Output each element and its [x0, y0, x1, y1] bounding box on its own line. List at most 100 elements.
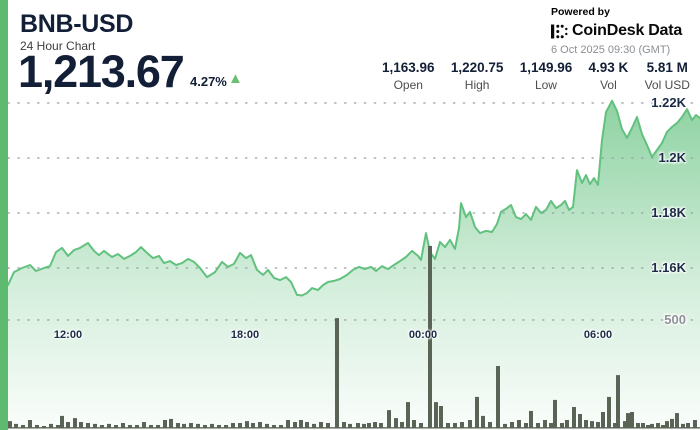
volume-bar	[135, 425, 139, 428]
y-axis-label: 1.2K	[658, 150, 686, 165]
y-axis-label: 500	[664, 312, 686, 327]
volume-bar	[210, 423, 214, 428]
x-axis-label: 06:00	[583, 329, 613, 341]
volume-bar	[373, 422, 377, 428]
volume-bar	[35, 425, 39, 428]
volume-baseline	[8, 427, 700, 429]
volume-bar	[21, 425, 25, 428]
volume-bar	[362, 423, 366, 428]
volume-bar	[356, 423, 360, 428]
volume-bar	[434, 402, 438, 428]
volume-bar	[596, 422, 600, 428]
volume-bar	[446, 423, 450, 428]
volume-bar	[279, 425, 283, 428]
volume-bar	[488, 422, 492, 428]
volume-bar	[56, 425, 60, 428]
volume-bar	[60, 415, 64, 428]
x-axis-label: 12:00	[53, 329, 83, 341]
volume-bar	[646, 425, 650, 428]
volume-bar	[14, 423, 18, 428]
volume-bar	[636, 423, 640, 428]
volume-bar	[536, 423, 540, 428]
y-axis-label: 1.18K	[651, 205, 686, 220]
volume-bar	[272, 425, 276, 428]
volume-bar	[217, 425, 221, 428]
volume-bar	[335, 318, 339, 428]
volume-bar	[86, 423, 90, 428]
volume-bar	[100, 425, 104, 428]
x-axis-label: 00:00	[408, 329, 438, 341]
volume-bar	[319, 422, 323, 428]
price-area-fill	[8, 100, 700, 430]
volume-bar	[503, 423, 507, 428]
volume-bar	[496, 366, 500, 428]
volume-bar	[510, 422, 514, 428]
volume-bar	[623, 421, 627, 428]
volume-bar	[238, 423, 242, 428]
volume-bar	[348, 423, 352, 428]
volume-bar	[428, 245, 432, 428]
x-axis-label: 18:00	[230, 329, 260, 341]
volume-bar	[305, 422, 309, 428]
volume-bar	[616, 375, 620, 428]
volume-bar	[42, 426, 46, 428]
volume-bar	[189, 423, 193, 428]
volume-bar	[468, 420, 472, 428]
volume-bar	[224, 425, 228, 428]
volume-bar	[543, 420, 547, 428]
y-axis-label: 1.22K	[651, 95, 686, 110]
volume-bar	[529, 410, 533, 428]
volume-bar	[231, 423, 235, 428]
volume-bar	[549, 423, 553, 428]
volume-bar	[251, 423, 255, 428]
volume-bar	[481, 415, 485, 428]
volume-bar	[453, 423, 457, 428]
volume-bar	[28, 420, 32, 428]
volume-bar	[650, 423, 654, 428]
volume-bar	[8, 421, 12, 428]
volume-bar	[553, 399, 557, 428]
volume-bar	[626, 413, 630, 428]
volume-bar	[656, 423, 660, 428]
volume-bar	[293, 422, 297, 428]
volume-bar	[203, 425, 207, 428]
volume-bar	[196, 423, 200, 428]
volume-bar	[379, 423, 383, 428]
volume-bar	[107, 423, 111, 428]
volume-bar	[49, 423, 53, 428]
volume-bar	[693, 420, 697, 428]
volume-bar	[630, 412, 634, 428]
volume-bar	[439, 406, 443, 428]
volume-bar	[584, 420, 588, 428]
volume-bar	[419, 423, 423, 428]
volume-bar	[565, 420, 569, 428]
y-axis-label: 1.16K	[651, 260, 686, 275]
volume-bar	[406, 402, 410, 428]
volume-bar	[675, 413, 679, 428]
volume-bar	[460, 422, 464, 428]
volume-bar	[93, 423, 97, 428]
volume-bar	[400, 422, 404, 428]
volume-bar	[326, 423, 330, 428]
volume-bar	[79, 422, 83, 428]
volume-bar	[149, 425, 153, 428]
volume-bar	[299, 420, 303, 428]
volume-bar	[560, 423, 564, 428]
volume-bar	[312, 423, 316, 428]
volume-bar	[128, 425, 132, 428]
volume-bar	[114, 425, 118, 428]
volume-bar	[601, 412, 605, 428]
volume-bar	[590, 421, 594, 428]
volume-bar	[342, 422, 346, 428]
volume-bar	[475, 396, 479, 428]
volume-bar	[578, 414, 582, 428]
volume-bar	[387, 410, 391, 428]
volume-bar	[182, 423, 186, 428]
volume-bar	[73, 418, 77, 428]
volume-bar	[412, 420, 416, 428]
volume-bar	[156, 425, 160, 428]
volume-bar	[66, 422, 70, 428]
volume-bar	[176, 423, 180, 428]
